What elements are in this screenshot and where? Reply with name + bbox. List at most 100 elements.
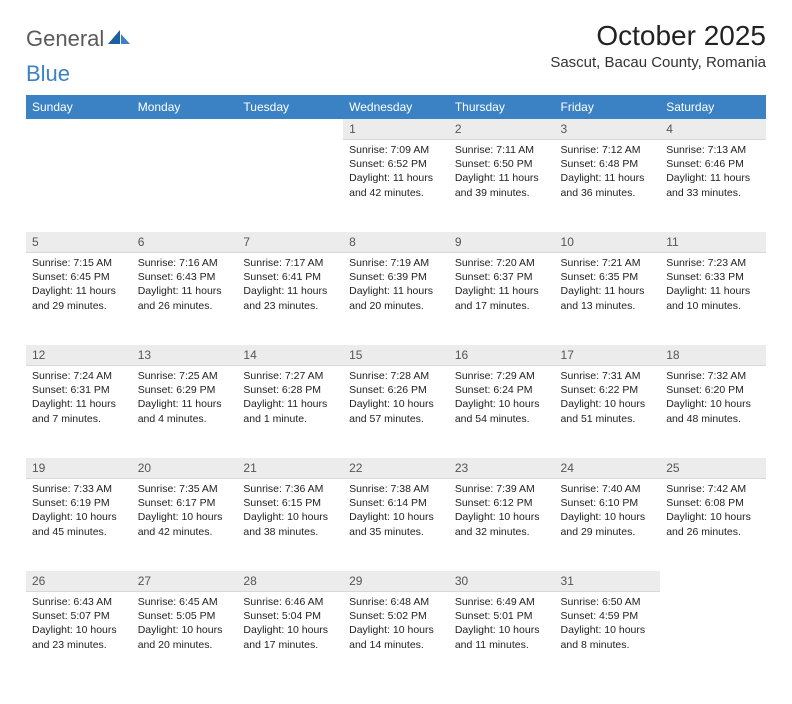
day-number: 21 (237, 458, 343, 479)
day-number (237, 119, 343, 125)
location-text: Sascut, Bacau County, Romania (550, 54, 766, 71)
day-number: 27 (132, 571, 238, 592)
day-header: Wednesday (343, 95, 449, 119)
logo: General (26, 20, 132, 52)
cell-body: Sunrise: 7:15 AMSunset: 6:45 PMDaylight:… (26, 253, 132, 319)
logo-text-general: General (26, 26, 104, 52)
calendar-cell: Sunrise: 6:49 AMSunset: 5:01 PMDaylight:… (449, 592, 555, 684)
day-number: 31 (555, 571, 661, 592)
calendar-cell: Sunrise: 6:46 AMSunset: 5:04 PMDaylight:… (237, 592, 343, 684)
cell-body: Sunrise: 7:35 AMSunset: 6:17 PMDaylight:… (132, 479, 238, 545)
day-number (132, 119, 238, 125)
calendar-cell: Sunrise: 7:23 AMSunset: 6:33 PMDaylight:… (660, 253, 766, 345)
day-number: 3 (555, 119, 661, 140)
cell-body: Sunrise: 7:20 AMSunset: 6:37 PMDaylight:… (449, 253, 555, 319)
day-header: Friday (555, 95, 661, 119)
cell-body: Sunrise: 6:49 AMSunset: 5:01 PMDaylight:… (449, 592, 555, 658)
calendar-cell: Sunrise: 7:32 AMSunset: 6:20 PMDaylight:… (660, 366, 766, 458)
day-number: 26 (26, 571, 132, 592)
calendar-cell: Sunrise: 7:20 AMSunset: 6:37 PMDaylight:… (449, 253, 555, 345)
calendar-cell: Sunrise: 7:12 AMSunset: 6:48 PMDaylight:… (555, 140, 661, 232)
calendar-cell: Sunrise: 6:43 AMSunset: 5:07 PMDaylight:… (26, 592, 132, 684)
logo-text-blue: Blue (26, 61, 70, 87)
cell-body: Sunrise: 7:16 AMSunset: 6:43 PMDaylight:… (132, 253, 238, 319)
calendar-cell: Sunrise: 7:28 AMSunset: 6:26 PMDaylight:… (343, 366, 449, 458)
day-number: 8 (343, 232, 449, 253)
cell-body: Sunrise: 7:23 AMSunset: 6:33 PMDaylight:… (660, 253, 766, 319)
cell-body: Sunrise: 7:17 AMSunset: 6:41 PMDaylight:… (237, 253, 343, 319)
day-number: 30 (449, 571, 555, 592)
cell-body: Sunrise: 6:48 AMSunset: 5:02 PMDaylight:… (343, 592, 449, 658)
cell-body: Sunrise: 7:13 AMSunset: 6:46 PMDaylight:… (660, 140, 766, 206)
day-number: 11 (660, 232, 766, 253)
cell-body: Sunrise: 7:33 AMSunset: 6:19 PMDaylight:… (26, 479, 132, 545)
day-number: 19 (26, 458, 132, 479)
calendar-cell: Sunrise: 7:19 AMSunset: 6:39 PMDaylight:… (343, 253, 449, 345)
calendar-cell: Sunrise: 7:13 AMSunset: 6:46 PMDaylight:… (660, 140, 766, 232)
cell-body: Sunrise: 7:11 AMSunset: 6:50 PMDaylight:… (449, 140, 555, 206)
calendar-cell: Sunrise: 7:25 AMSunset: 6:29 PMDaylight:… (132, 366, 238, 458)
cell-body: Sunrise: 7:40 AMSunset: 6:10 PMDaylight:… (555, 479, 661, 545)
day-number (26, 119, 132, 125)
cell-body: Sunrise: 7:31 AMSunset: 6:22 PMDaylight:… (555, 366, 661, 432)
cell-body: Sunrise: 7:39 AMSunset: 6:12 PMDaylight:… (449, 479, 555, 545)
calendar-cell (132, 140, 238, 232)
day-number: 25 (660, 458, 766, 479)
calendar-cell: Sunrise: 7:15 AMSunset: 6:45 PMDaylight:… (26, 253, 132, 345)
cell-body: Sunrise: 7:09 AMSunset: 6:52 PMDaylight:… (343, 140, 449, 206)
cell-body: Sunrise: 7:36 AMSunset: 6:15 PMDaylight:… (237, 479, 343, 545)
day-number: 1 (343, 119, 449, 140)
calendar-head: SundayMondayTuesdayWednesdayThursdayFrid… (26, 95, 766, 119)
calendar-cell: Sunrise: 7:17 AMSunset: 6:41 PMDaylight:… (237, 253, 343, 345)
calendar-cell: Sunrise: 7:16 AMSunset: 6:43 PMDaylight:… (132, 253, 238, 345)
cell-body: Sunrise: 7:32 AMSunset: 6:20 PMDaylight:… (660, 366, 766, 432)
day-number: 13 (132, 345, 238, 366)
calendar-cell: Sunrise: 7:21 AMSunset: 6:35 PMDaylight:… (555, 253, 661, 345)
day-header: Saturday (660, 95, 766, 119)
calendar-cell: Sunrise: 7:31 AMSunset: 6:22 PMDaylight:… (555, 366, 661, 458)
calendar-body: 1234Sunrise: 7:09 AMSunset: 6:52 PMDayli… (26, 119, 766, 684)
calendar-cell: Sunrise: 7:09 AMSunset: 6:52 PMDaylight:… (343, 140, 449, 232)
cell-body: Sunrise: 7:27 AMSunset: 6:28 PMDaylight:… (237, 366, 343, 432)
cell-body: Sunrise: 6:50 AMSunset: 4:59 PMDaylight:… (555, 592, 661, 658)
cell-body: Sunrise: 7:25 AMSunset: 6:29 PMDaylight:… (132, 366, 238, 432)
day-number: 10 (555, 232, 661, 253)
cell-body: Sunrise: 6:46 AMSunset: 5:04 PMDaylight:… (237, 592, 343, 658)
day-header: Thursday (449, 95, 555, 119)
day-number: 24 (555, 458, 661, 479)
day-number: 16 (449, 345, 555, 366)
cell-body: Sunrise: 7:42 AMSunset: 6:08 PMDaylight:… (660, 479, 766, 545)
calendar-cell: Sunrise: 7:11 AMSunset: 6:50 PMDaylight:… (449, 140, 555, 232)
calendar-cell: Sunrise: 7:36 AMSunset: 6:15 PMDaylight:… (237, 479, 343, 571)
calendar-cell (660, 592, 766, 684)
calendar-cell: Sunrise: 7:42 AMSunset: 6:08 PMDaylight:… (660, 479, 766, 571)
day-number: 18 (660, 345, 766, 366)
day-number: 20 (132, 458, 238, 479)
cell-body: Sunrise: 7:19 AMSunset: 6:39 PMDaylight:… (343, 253, 449, 319)
calendar-cell: Sunrise: 7:29 AMSunset: 6:24 PMDaylight:… (449, 366, 555, 458)
title-block: October 2025 Sascut, Bacau County, Roman… (550, 20, 766, 71)
day-number: 2 (449, 119, 555, 140)
day-number: 15 (343, 345, 449, 366)
day-number: 12 (26, 345, 132, 366)
calendar-cell: Sunrise: 7:38 AMSunset: 6:14 PMDaylight:… (343, 479, 449, 571)
logo-sail-icon (108, 28, 130, 51)
day-header: Tuesday (237, 95, 343, 119)
calendar-cell: Sunrise: 7:33 AMSunset: 6:19 PMDaylight:… (26, 479, 132, 571)
day-number: 4 (660, 119, 766, 140)
day-header: Sunday (26, 95, 132, 119)
day-number: 6 (132, 232, 238, 253)
calendar-cell: Sunrise: 7:27 AMSunset: 6:28 PMDaylight:… (237, 366, 343, 458)
calendar-cell: Sunrise: 7:35 AMSunset: 6:17 PMDaylight:… (132, 479, 238, 571)
day-header: Monday (132, 95, 238, 119)
day-number: 29 (343, 571, 449, 592)
day-number: 9 (449, 232, 555, 253)
day-number: 28 (237, 571, 343, 592)
cell-body: Sunrise: 7:24 AMSunset: 6:31 PMDaylight:… (26, 366, 132, 432)
day-number: 5 (26, 232, 132, 253)
calendar-cell: Sunrise: 6:50 AMSunset: 4:59 PMDaylight:… (555, 592, 661, 684)
day-number (660, 571, 766, 577)
cell-body: Sunrise: 7:21 AMSunset: 6:35 PMDaylight:… (555, 253, 661, 319)
calendar-cell (26, 140, 132, 232)
day-number: 7 (237, 232, 343, 253)
